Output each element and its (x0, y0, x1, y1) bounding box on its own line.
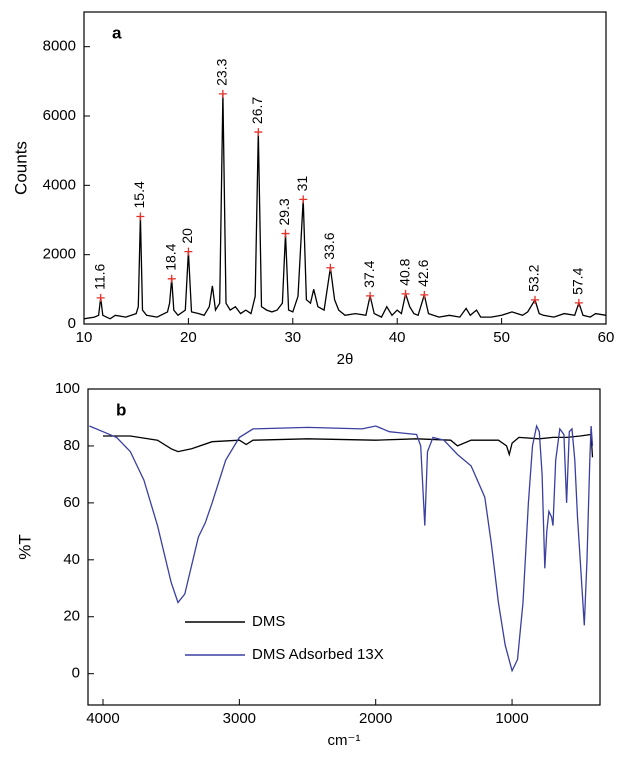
x-tick-label: 60 (598, 329, 615, 346)
y-tick-label: 60 (63, 494, 80, 511)
peak-marker (531, 295, 540, 304)
peak-label: 11.6 (91, 263, 107, 289)
data-line (103, 433, 594, 458)
peak-label: 29.3 (276, 198, 292, 225)
peak-marker (96, 293, 105, 302)
x-tick-label: 50 (493, 329, 510, 346)
y-tick-label: 6000 (43, 107, 76, 124)
y-tick-label: 40 (63, 551, 80, 568)
x-tick-label: 3000 (223, 710, 256, 727)
peak-label: 33.6 (321, 232, 337, 259)
peak-marker (218, 89, 227, 98)
panel-label: a (112, 23, 122, 42)
peak-label: 37.4 (361, 260, 377, 287)
x-tick-label: 1000 (495, 710, 528, 727)
peak-label: 53.2 (526, 264, 542, 291)
x-tick-label: 20 (180, 329, 197, 346)
x-tick-label: 2000 (359, 710, 392, 727)
peak-marker (167, 274, 176, 283)
x-tick-label: 4000 (86, 710, 119, 727)
peak-label: 31 (294, 176, 310, 192)
y-tick-label: 80 (63, 437, 80, 454)
data-line (89, 423, 594, 673)
y-tick-label: 100 (55, 380, 80, 397)
y-tick-label: 4000 (43, 176, 76, 193)
peak-marker (254, 128, 263, 137)
plot-frame (83, 11, 607, 325)
peak-marker (401, 289, 410, 298)
peak-marker (326, 263, 335, 272)
peak-label: 40.8 (396, 258, 412, 285)
y-tick-label: 20 (63, 608, 80, 625)
peak-marker (420, 290, 429, 299)
peak-marker (184, 247, 193, 256)
peak-marker (574, 298, 583, 307)
y-axis-label: %T (15, 534, 34, 560)
peak-label: 23.3 (214, 58, 230, 85)
peak-label: 26.7 (249, 97, 265, 124)
x-axis-label: 2θ (337, 351, 354, 368)
x-axis-label: cm⁻¹ (328, 732, 361, 749)
panel-label: b (116, 400, 126, 419)
peak-marker (281, 229, 290, 238)
peak-label: 15.4 (131, 181, 147, 208)
y-tick-label: 0 (72, 665, 80, 682)
peak-label: 20 (179, 228, 195, 244)
data-line (83, 93, 607, 320)
y-tick-label: 2000 (43, 246, 76, 263)
peak-label: 18.4 (162, 243, 178, 270)
peak-marker (366, 291, 375, 300)
peak-marker (136, 212, 145, 221)
peak-label: 57.4 (570, 267, 586, 294)
x-tick-label: 30 (284, 329, 301, 346)
x-tick-label: 10 (76, 329, 93, 346)
legend-label: DMS (252, 613, 285, 630)
y-axis-label: Counts (11, 141, 30, 195)
y-tick-label: 0 (68, 315, 76, 332)
legend-label: DMS Adsorbed 13X (252, 646, 384, 663)
peak-marker (299, 195, 308, 204)
x-tick-label: 40 (389, 329, 406, 346)
y-tick-label: 8000 (43, 38, 76, 55)
plot-frame (87, 388, 601, 706)
peak-label: 42.6 (415, 259, 431, 286)
